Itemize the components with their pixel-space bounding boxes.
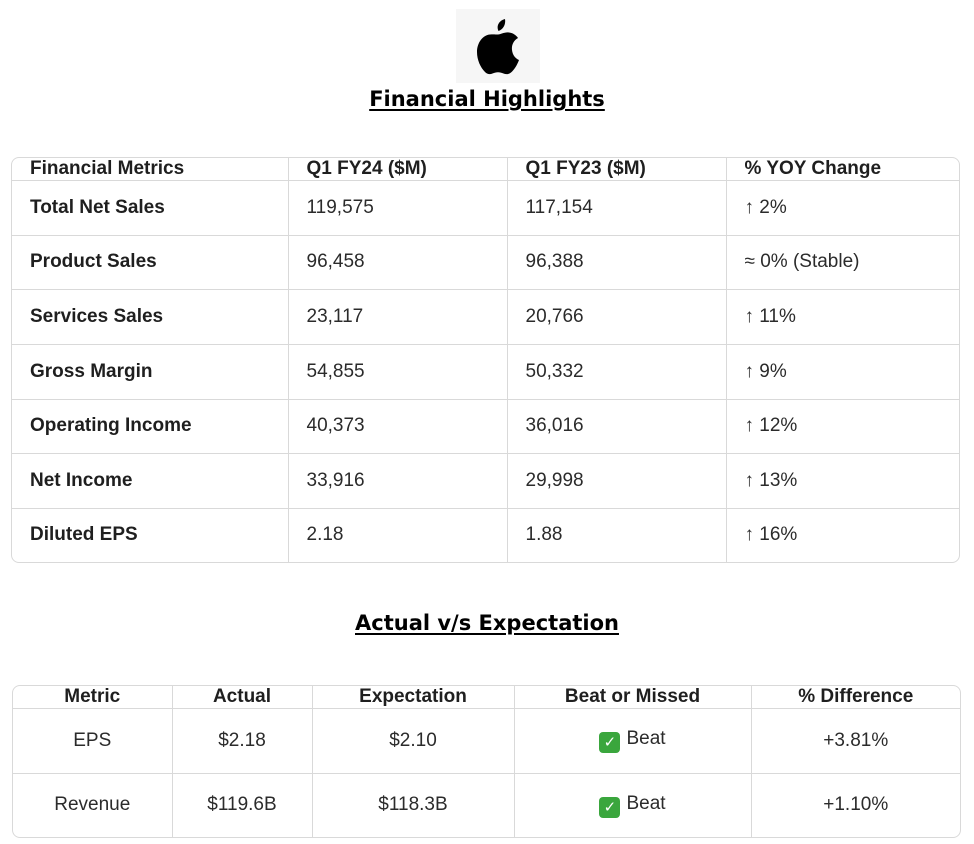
q1fy24-value: 40,373 bbox=[288, 399, 508, 455]
column-header: Expectation bbox=[312, 686, 515, 709]
yoy-change: ↑ 2% bbox=[726, 180, 959, 236]
q1fy24-value: 119,575 bbox=[288, 180, 508, 236]
column-header: Q1 FY23 ($M) bbox=[507, 158, 727, 181]
beat-or-missed: ✓ Beat bbox=[514, 708, 752, 774]
yoy-change: ↑ 16% bbox=[744, 524, 798, 546]
table-row: Total Net Sales 119,575 117,154 ↑ 2% bbox=[12, 180, 959, 236]
metric-name: Operating Income bbox=[12, 399, 289, 455]
metric-name: Services Sales bbox=[12, 289, 289, 345]
column-header: % Difference bbox=[751, 686, 960, 709]
column-header: Q1 FY24 ($M) bbox=[288, 158, 508, 181]
table-row: Product Sales 96,458 96,388 ≈ 0% (Stable… bbox=[12, 235, 959, 291]
q1fy24-value: 33,916 bbox=[288, 453, 508, 509]
q1fy23-value: 96,388 bbox=[507, 235, 727, 291]
q1fy23-value: 117,154 bbox=[507, 180, 727, 236]
actual-value: $119.6B bbox=[172, 773, 313, 837]
q1fy24-value: 23,117 bbox=[288, 289, 508, 345]
column-header: Metric bbox=[13, 686, 173, 709]
q1fy23-value: 20,766 bbox=[507, 289, 727, 345]
metric-name: Total Net Sales bbox=[12, 180, 289, 236]
q1fy24-value: 54,855 bbox=[288, 344, 508, 400]
q1fy23-value: 29,998 bbox=[507, 453, 727, 509]
yoy-change: ↑ 12% bbox=[726, 399, 959, 455]
financial-highlights-title: Financial Highlights bbox=[369, 87, 605, 111]
actual-vs-expectation-title: Actual v/s Expectation bbox=[355, 611, 619, 635]
result-label: Beat bbox=[626, 728, 666, 750]
table-row: Diluted EPS 2.18 1.88 ↑ 16% bbox=[12, 508, 959, 562]
check-mark-icon: ✓ bbox=[599, 796, 621, 818]
expectation-value: $2.10 bbox=[312, 708, 515, 774]
check-mark-icon: ✓ bbox=[599, 732, 621, 754]
yoy-change: ≈ 0% (Stable) bbox=[726, 235, 959, 291]
table-row: Services Sales 23,117 20,766 ↑ 11% bbox=[12, 289, 959, 345]
metric-name: Gross Margin bbox=[12, 344, 289, 400]
q1fy23-value: 50,332 bbox=[507, 344, 727, 400]
expectation-value: $118.3B bbox=[312, 773, 515, 837]
metric-name: Revenue bbox=[13, 773, 173, 837]
metric-name: Product Sales bbox=[12, 235, 289, 291]
column-header: % YOY Change bbox=[726, 158, 959, 181]
actual-value: $2.18 bbox=[172, 708, 313, 774]
yoy-change: ↑ 11% bbox=[726, 289, 959, 345]
percent-difference: +3.81% bbox=[751, 708, 960, 774]
table-row: Gross Margin 54,855 50,332 ↑ 9% bbox=[12, 344, 959, 400]
percent-difference: +1.10% bbox=[823, 794, 889, 816]
q1fy24-value: 96,458 bbox=[288, 235, 508, 291]
q1fy23-value: 36,016 bbox=[507, 399, 727, 455]
yoy-change: ↑ 9% bbox=[726, 344, 959, 400]
yoy-change: ↑ 13% bbox=[726, 453, 959, 509]
column-header: Actual bbox=[172, 686, 313, 709]
column-header: Beat or Missed bbox=[514, 686, 752, 709]
q1fy23-value: 1.88 bbox=[507, 508, 727, 562]
table-row: Operating Income 40,373 36,016 ↑ 12% bbox=[12, 399, 959, 455]
actual-vs-expectation-table: Metric Actual Expectation Beat or Missed… bbox=[12, 685, 961, 838]
result-label: Beat bbox=[626, 792, 666, 814]
q1fy24-value: 2.18 bbox=[288, 508, 508, 562]
apple-logo bbox=[456, 9, 540, 83]
beat-or-missed: ✓ Beat bbox=[514, 773, 752, 837]
table-row: Revenue $119.6B $118.3B ✓ Beat +1.10% bbox=[13, 773, 960, 837]
table-row: Net Income 33,916 29,998 ↑ 13% bbox=[12, 453, 959, 509]
apple-logo-icon bbox=[477, 19, 519, 75]
metric-name: EPS bbox=[13, 708, 173, 774]
column-header: Financial Metrics bbox=[12, 158, 289, 181]
table-row: EPS $2.18 $2.10 ✓ Beat +3.81% bbox=[13, 708, 960, 774]
financial-highlights-table: Financial Metrics Q1 FY24 ($M) Q1 FY23 (… bbox=[11, 157, 960, 563]
metric-name: Diluted EPS bbox=[12, 508, 289, 562]
metric-name: Net Income bbox=[12, 453, 289, 509]
